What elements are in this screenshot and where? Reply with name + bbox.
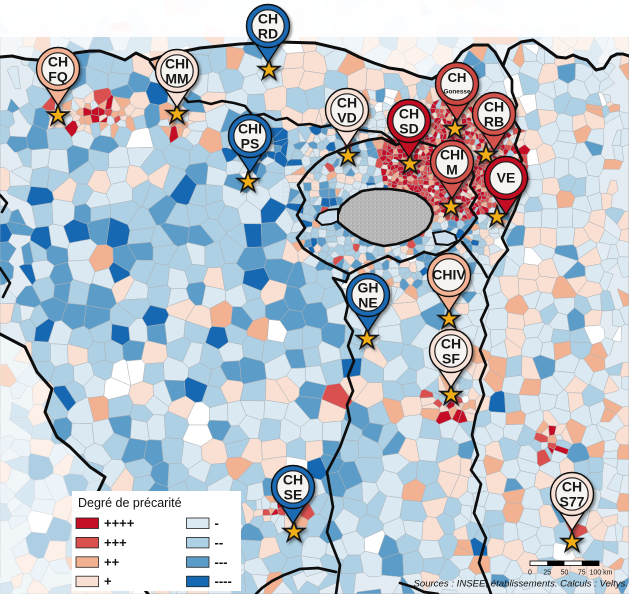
svg-text:NE: NE	[358, 295, 377, 311]
svg-text:CH: CH	[562, 479, 582, 495]
svg-text:FQ: FQ	[48, 69, 68, 85]
svg-text:CHI: CHI	[238, 121, 262, 137]
svg-text:VD: VD	[337, 110, 356, 126]
svg-text:----: ----	[215, 574, 232, 589]
svg-text:CH: CH	[484, 99, 504, 115]
svg-text:CH: CH	[48, 54, 68, 70]
svg-text:--: --	[215, 535, 224, 550]
svg-text:++++: ++++	[104, 516, 135, 531]
svg-text:Gonesse: Gonesse	[444, 89, 471, 96]
svg-text:---: ---	[215, 554, 228, 569]
svg-text:SD: SD	[399, 121, 418, 137]
svg-text:++: ++	[104, 554, 120, 569]
svg-text:Degré de précarité: Degré de précarité	[78, 496, 182, 510]
svg-text:GH: GH	[358, 280, 379, 296]
svg-text:M: M	[446, 162, 458, 178]
svg-text:+++: +++	[104, 535, 127, 550]
svg-text:RD: RD	[258, 26, 278, 42]
svg-text:25: 25	[543, 570, 551, 577]
svg-text:CHIV: CHIV	[432, 267, 466, 283]
svg-text:RB: RB	[484, 114, 504, 130]
svg-text:CHI: CHI	[440, 147, 464, 163]
svg-text:CH: CH	[448, 70, 467, 85]
svg-text:SE: SE	[284, 487, 303, 503]
svg-text:CH: CH	[258, 11, 278, 27]
svg-text:50: 50	[561, 570, 569, 577]
svg-text:VE: VE	[497, 170, 516, 186]
svg-text:-: -	[215, 516, 219, 531]
svg-text:CHI: CHI	[165, 56, 189, 72]
svg-text:MM: MM	[165, 71, 188, 87]
svg-text:CH: CH	[441, 336, 461, 352]
svg-text:CH: CH	[283, 472, 303, 488]
svg-text:CH: CH	[399, 106, 419, 122]
svg-text:+: +	[104, 574, 112, 589]
svg-text:100 km: 100 km	[590, 570, 613, 577]
svg-text:75: 75	[578, 570, 586, 577]
svg-text:Sources : INSEE, établissement: Sources : INSEE, établissements. Calculs…	[413, 579, 628, 590]
svg-text:CH: CH	[337, 95, 357, 111]
svg-text:SF: SF	[442, 351, 460, 367]
svg-text:S77: S77	[560, 494, 585, 510]
svg-text:0: 0	[528, 570, 532, 577]
svg-text:PS: PS	[241, 136, 260, 152]
